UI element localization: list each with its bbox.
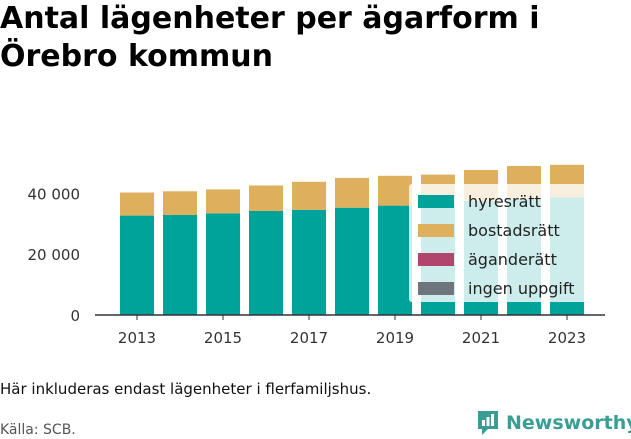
legend: hyresrätt bostadsrätt äganderätt ingen uppg… — [409, 184, 594, 302]
x-tick-label: 2013 — [118, 329, 156, 347]
bar-bostadsratt-2016 — [249, 185, 283, 211]
bar-bostadsratt-2015 — [206, 189, 240, 214]
y-tick-label: 20 000 — [28, 246, 81, 264]
bar-hyresratt-2017 — [292, 209, 326, 315]
bar-hyresratt-2019 — [378, 205, 412, 315]
bar-bostadsratt-2013 — [120, 192, 154, 216]
brand-name: Newsworthy — [506, 412, 631, 434]
newsworthy-logo-icon — [478, 411, 498, 435]
legend-background — [409, 184, 594, 302]
legend-label-aganderatt: äganderätt — [468, 250, 557, 269]
legend-swatch-aganderatt — [418, 253, 454, 266]
x-tick-label: 2019 — [376, 329, 414, 347]
bar-bostadsratt-2014 — [163, 191, 197, 215]
stacked-bar-chart: 0 20 000 40 000 2013 2015 2017 2019 2021 2023 hyr… — [28, 164, 605, 347]
x-tick-label: 2021 — [462, 329, 500, 347]
legend-swatch-hyresratt — [418, 195, 454, 208]
y-tick-label: 0 — [70, 307, 80, 325]
legend-swatch-bostadsratt — [418, 224, 454, 237]
bar-hyresratt-2014 — [163, 215, 197, 315]
bar-hyresratt-2013 — [120, 215, 154, 315]
legend-label-ingen_uppgift: ingen uppgift — [468, 279, 575, 298]
x-tick-label: 2017 — [290, 329, 328, 347]
y-tick-label: 40 000 — [28, 185, 81, 203]
bar-bostadsratt-2017 — [292, 181, 326, 210]
chart-title-line-1: Antal lägenheter per ägarform i — [0, 1, 540, 36]
chart-title-line-2: Örebro kommun — [0, 39, 273, 74]
newsworthy-logo: Newsworthy — [476, 407, 631, 439]
source-note: Källa: SCB. — [0, 422, 76, 438]
x-tick-label: 2015 — [204, 329, 242, 347]
bar-hyresratt-2015 — [206, 213, 240, 315]
bar-hyresratt-2018 — [335, 207, 369, 315]
legend-swatch-ingen_uppgift — [418, 282, 454, 295]
bar-bostadsratt-2018 — [335, 177, 369, 208]
chart-title: Antal lägenheter per ägarform i Örebro k… — [0, 0, 631, 76]
legend-label-hyresratt: hyresrätt — [468, 192, 541, 211]
x-tick-label: 2023 — [548, 329, 586, 347]
bar-bostadsratt-2019 — [378, 175, 412, 206]
bar-hyresratt-2016 — [249, 211, 283, 315]
legend-label-bostadsratt: bostadsrätt — [468, 221, 560, 240]
footnote: Här inkluderas endast lägenheter i flerf… — [0, 380, 372, 398]
